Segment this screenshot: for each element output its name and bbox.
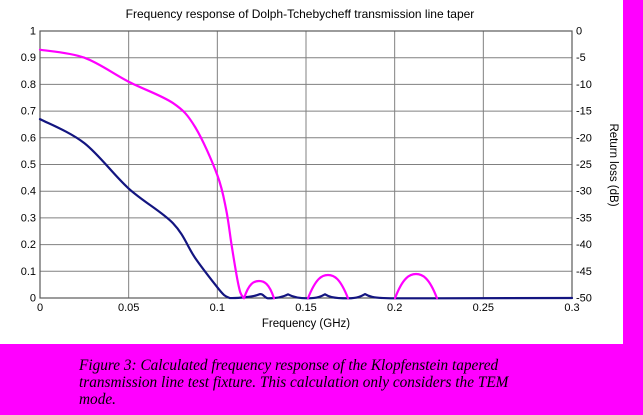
svg-text:-5: -5 [576,52,586,64]
svg-text:0.6: 0.6 [21,132,36,144]
svg-text:mode.: mode. [79,391,116,408]
svg-text:Frequency response of Dolph-Tc: Frequency response of Dolph-Tchebycheff … [126,7,475,21]
svg-text:-35: -35 [576,212,592,224]
svg-text:0: 0 [576,26,582,38]
svg-text:-25: -25 [576,159,592,171]
svg-text:0.25: 0.25 [473,302,494,314]
svg-text:Reflection coefficient: Reflection coefficient [0,216,1,323]
svg-text:-45: -45 [576,266,592,278]
svg-text:0.5: 0.5 [21,159,36,171]
svg-text:transmission line test fixture: transmission line test fixture. This cal… [79,374,510,391]
svg-text:Return loss (dB): Return loss (dB) [607,123,619,206]
svg-text:0.2: 0.2 [21,239,36,251]
svg-text:0: 0 [30,293,36,305]
svg-text:0.4: 0.4 [21,186,36,198]
svg-text:Frequency (GHz): Frequency (GHz) [262,318,350,330]
svg-text:0.1: 0.1 [210,302,225,314]
svg-text:0.05: 0.05 [118,302,139,314]
svg-text:1: 1 [30,26,36,38]
svg-text:0.8: 0.8 [21,79,36,91]
svg-text:-20: -20 [576,132,592,144]
svg-text:0.15: 0.15 [295,302,316,314]
svg-text:0.1: 0.1 [21,266,36,278]
svg-text:0: 0 [37,302,43,314]
svg-text:0.9: 0.9 [21,52,36,64]
svg-text:-50: -50 [576,293,592,305]
svg-text:0.2: 0.2 [387,302,402,314]
svg-text:-30: -30 [576,186,592,198]
svg-text:-40: -40 [576,239,592,251]
svg-text:Figure 3: Calculated frequency: Figure 3: Calculated frequency response … [78,357,499,374]
svg-text:0.3: 0.3 [21,212,36,224]
svg-text:0.7: 0.7 [21,106,36,118]
svg-text:-10: -10 [576,79,592,91]
svg-text:-15: -15 [576,106,592,118]
